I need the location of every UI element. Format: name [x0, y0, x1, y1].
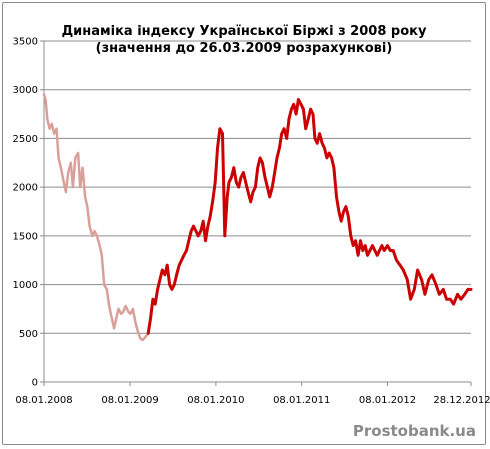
watermark: Prostobank.ua: [353, 422, 476, 440]
series-lines: [42, 93, 473, 342]
x-tick-label: 28.12.2012: [433, 395, 490, 406]
x-tick-label: 08.01.2011: [273, 395, 330, 406]
x-tick-labels: 08.01.2008 08.01.2009 08.01.2010 08.01.2011…: [15, 395, 490, 406]
x-tick-label: 08.01.2009: [101, 395, 158, 406]
axes: [43, 41, 471, 383]
y-tick-label: 1000: [13, 280, 38, 291]
y-tick-label: 0: [32, 378, 38, 389]
y-tick-label: 1500: [13, 231, 38, 242]
y-tick-label: 3000: [13, 85, 38, 96]
y-tick-label: 2000: [13, 183, 38, 194]
y-tick-label: 500: [19, 329, 38, 340]
series-line-actual: [146, 98, 473, 335]
series-line-calculated: [42, 93, 150, 342]
y-tick-label: 2500: [13, 134, 38, 145]
x-tick-label: 08.01.2012: [359, 395, 416, 406]
gridlines: [40, 40, 472, 386]
y-tick-label: 3500: [13, 37, 38, 48]
chart-subtitle: (значення до 26.03.2009 розрахункові): [96, 41, 393, 56]
chart-frame: [2, 2, 486, 445]
chart-title: Динаміка індексу Української Біржі з 200…: [62, 24, 427, 39]
y-tick-labels: 0 500 1000 1500 2000 2500 3000 3500: [13, 37, 38, 389]
x-tick-label: 08.01.2008: [15, 395, 72, 406]
x-tick-label: 08.01.2010: [187, 395, 244, 406]
